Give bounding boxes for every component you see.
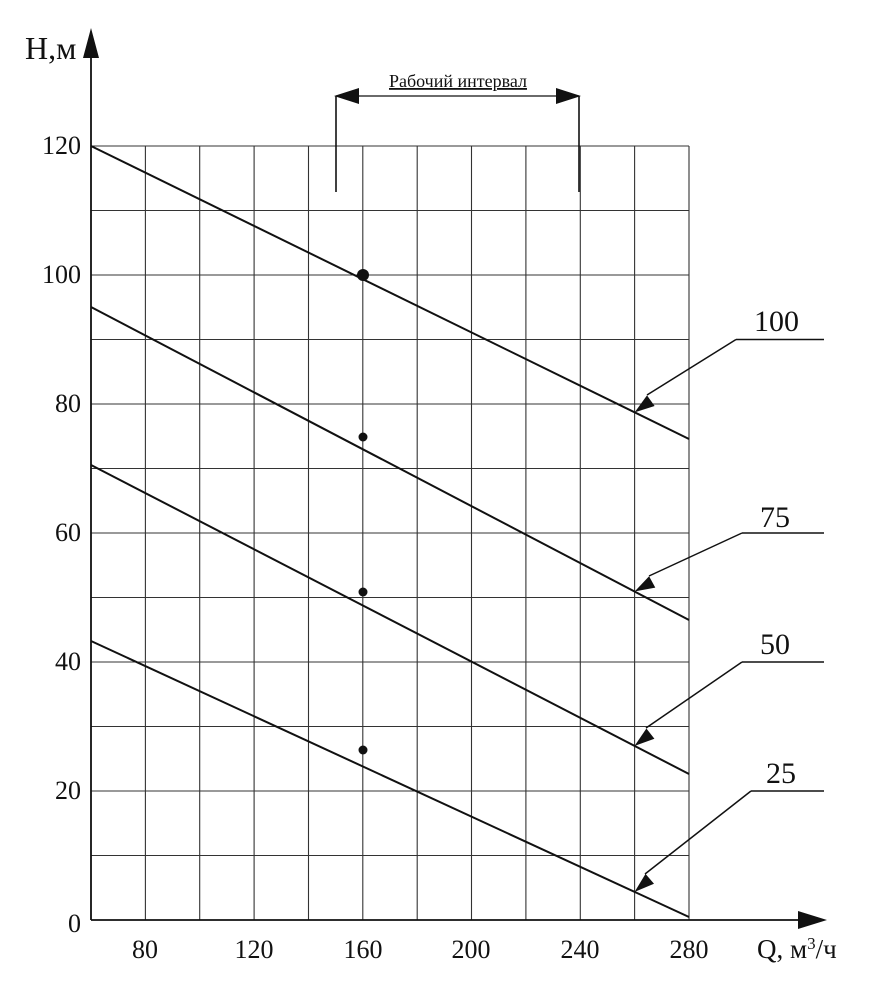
- svg-text:280: 280: [670, 935, 709, 964]
- svg-text:Q, м3/ч: Q, м3/ч: [757, 934, 837, 965]
- svg-text:160: 160: [344, 935, 383, 964]
- svg-text:75: 75: [760, 501, 790, 534]
- svg-text:240: 240: [561, 935, 600, 964]
- svg-text:40: 40: [55, 647, 81, 676]
- svg-text:60: 60: [55, 518, 81, 547]
- svg-text:100: 100: [42, 260, 81, 289]
- svg-text:0: 0: [68, 909, 81, 938]
- svg-text:Рабочий интервал: Рабочий интервал: [389, 71, 527, 91]
- svg-text:120: 120: [42, 131, 81, 160]
- svg-text:120: 120: [235, 935, 274, 964]
- svg-text:80: 80: [132, 935, 158, 964]
- svg-text:50: 50: [760, 628, 790, 661]
- svg-text:H,м: H,м: [25, 30, 76, 66]
- svg-text:20: 20: [55, 776, 81, 805]
- svg-text:25: 25: [766, 757, 796, 790]
- svg-text:80: 80: [55, 389, 81, 418]
- svg-text:100: 100: [754, 305, 799, 338]
- svg-text:200: 200: [452, 935, 491, 964]
